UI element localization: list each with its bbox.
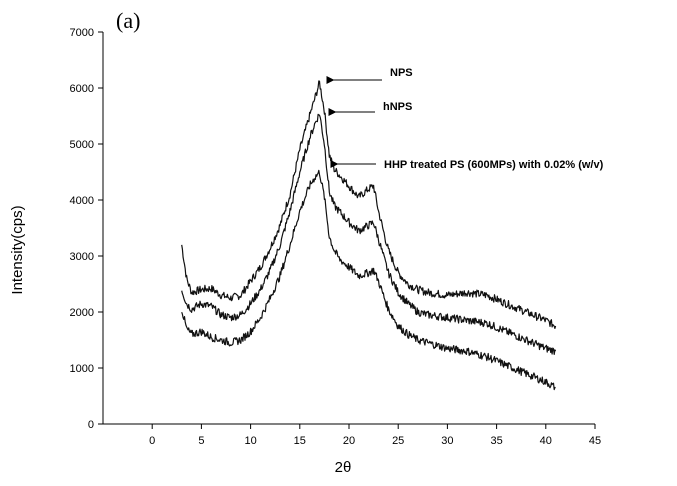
y-tick-label: 0 [88,419,94,431]
annotation-label: NPS [390,67,413,79]
y-tick-label: 5000 [70,139,94,151]
y-tick-label: 7000 [70,27,94,39]
x-tick-label: 15 [294,435,306,447]
y-tick-label: 3000 [70,251,94,263]
x-tick-label: 20 [343,435,355,447]
axes: 0 1000 2000 3000 4000 5000 6000 7000 0 5 10 15 20 25 3… [70,27,602,447]
x-tick-label: 25 [392,435,404,447]
series-group [181,80,557,391]
series-line-3 [181,169,556,391]
x-tick-label: 10 [244,435,256,447]
x-tick-label: 0 [149,435,155,447]
x-tick-label: 30 [441,435,453,447]
x-tick-label: 40 [540,435,552,447]
y-axis-title: Intensity(cps) [9,205,26,294]
annotation-label: HHP treated PS (600MPs) with 0.02% (w/v) [384,159,604,171]
y-tick-label: 1000 [70,363,94,375]
x-axis-title: 2θ [335,459,352,476]
panel-label: (a) [116,8,140,33]
annotations-group: NPS hNPS HHP treated PS (600MPs) with 0.02… [326,67,604,171]
x-tick-label: 45 [589,435,601,447]
annotation-label: hNPS [383,101,412,113]
x-tick-label: 35 [490,435,502,447]
y-tick-label: 4000 [70,195,94,207]
x-tick-label: 5 [198,435,204,447]
y-tick-label: 2000 [70,307,94,319]
series-line-1 [181,80,557,329]
y-tick-label: 6000 [70,83,94,95]
series-line-2 [181,113,557,355]
